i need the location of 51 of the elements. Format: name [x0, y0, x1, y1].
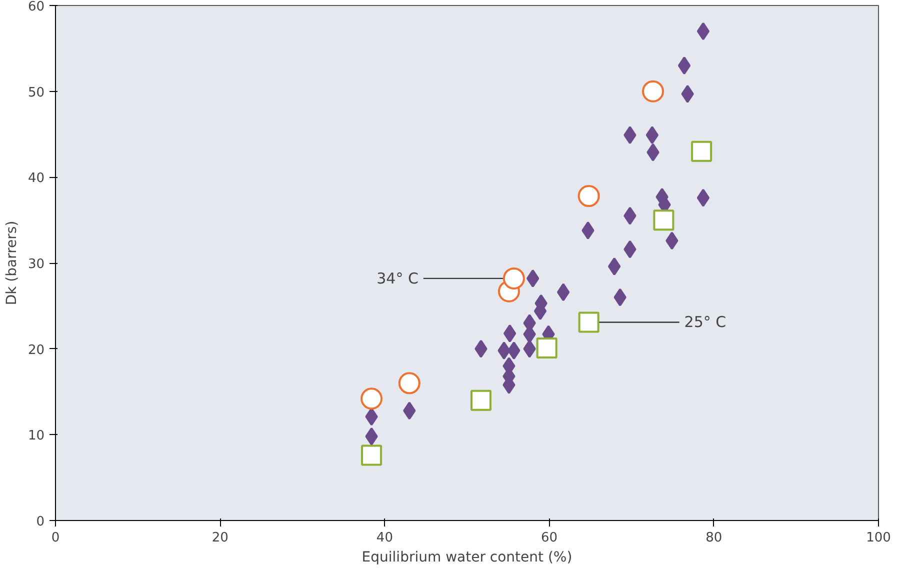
- point: [536, 337, 558, 358]
- point: [403, 402, 416, 420]
- point: [696, 22, 710, 40]
- x-axis-title: Equilibrium water content (%): [362, 550, 572, 566]
- x-tick-label: 20: [212, 530, 228, 546]
- point: [365, 408, 378, 426]
- annotation: 25° C: [684, 313, 726, 332]
- point: [624, 240, 636, 258]
- point: [666, 232, 678, 250]
- point: [365, 427, 378, 446]
- x-tick-label: 60: [541, 530, 558, 546]
- point: [608, 257, 621, 276]
- point: [614, 288, 626, 306]
- point: [653, 210, 674, 231]
- point: [470, 390, 492, 411]
- y-tick-label: 10: [28, 428, 45, 444]
- point: [646, 143, 660, 162]
- point: [642, 80, 664, 102]
- point: [556, 283, 570, 302]
- y-tick-label: 50: [28, 85, 45, 100]
- x-tick-label: 80: [706, 530, 722, 546]
- point: [502, 267, 525, 290]
- y-tick-label: 20: [28, 342, 45, 358]
- point: [624, 206, 636, 225]
- point: [691, 140, 712, 162]
- point: [681, 84, 694, 103]
- x-tick-label: 40: [376, 530, 393, 546]
- point: [508, 342, 520, 360]
- point: [526, 269, 540, 288]
- point: [360, 388, 383, 410]
- point: [474, 340, 488, 358]
- point: [578, 312, 600, 333]
- x-tick-label: 100: [866, 530, 891, 546]
- y-tick-label: 40: [28, 171, 45, 186]
- y-tick-label: 30: [28, 257, 45, 272]
- point: [503, 324, 516, 342]
- y-tick-label: 0: [36, 514, 45, 530]
- annotation: 34° C: [376, 269, 418, 288]
- point: [678, 56, 691, 75]
- y-tick-label: 60: [28, 0, 45, 14]
- point: [398, 372, 420, 394]
- point: [696, 188, 710, 207]
- point: [361, 444, 382, 466]
- point: [624, 126, 636, 144]
- point: [523, 340, 536, 358]
- point: [498, 342, 510, 360]
- point: [646, 126, 659, 144]
- point: [582, 221, 594, 240]
- y-axis-title: Dk (barrers): [4, 220, 20, 306]
- x-tick-label: 0: [51, 530, 60, 546]
- point: [578, 185, 600, 208]
